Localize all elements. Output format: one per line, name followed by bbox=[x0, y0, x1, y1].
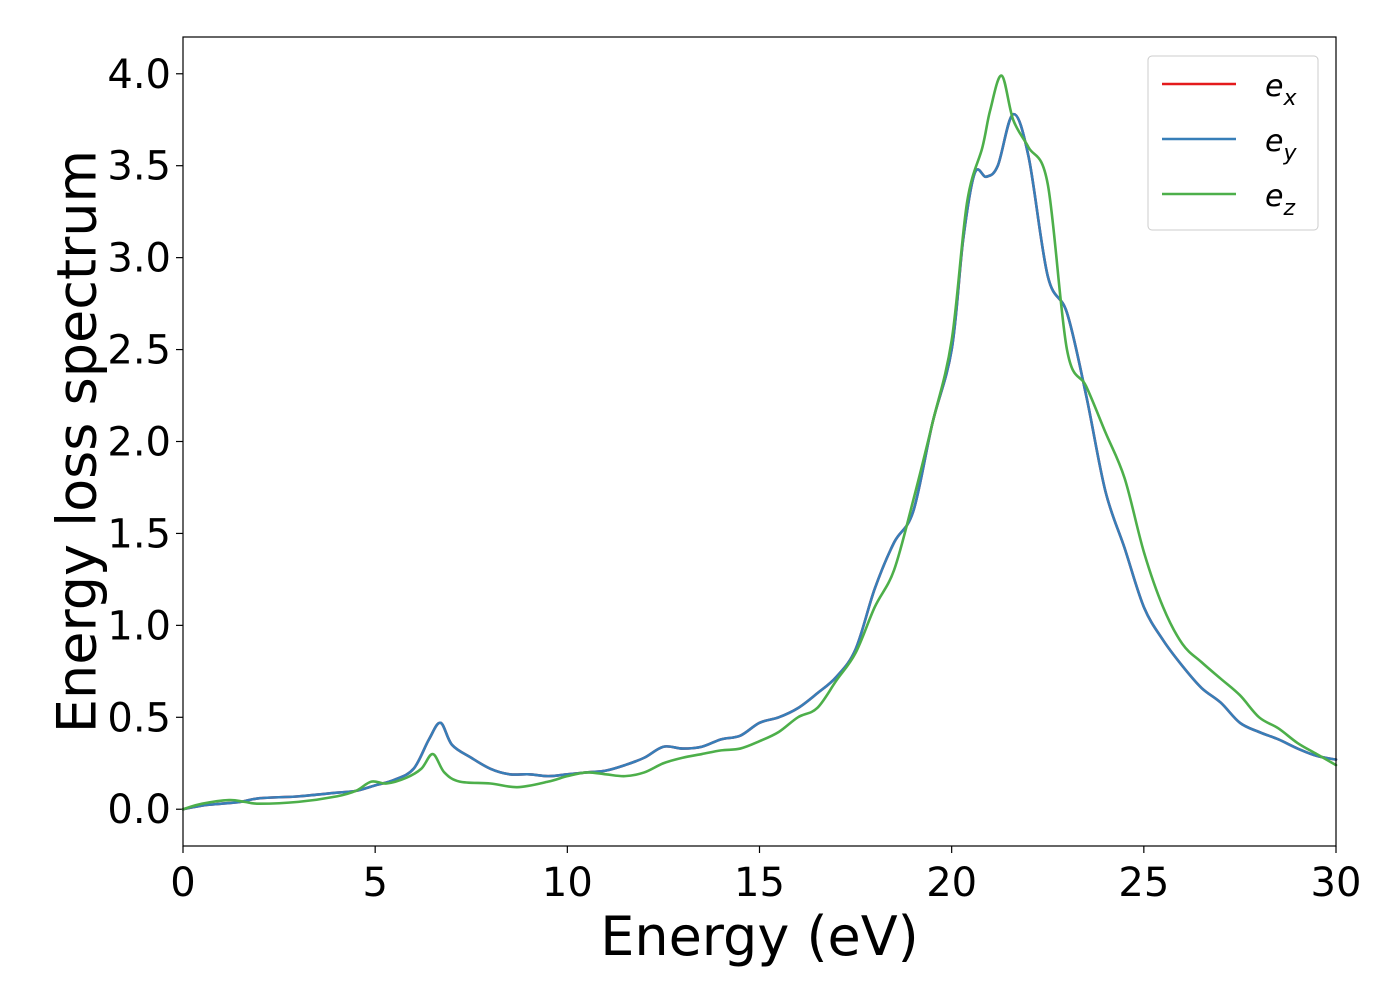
y-tick-label: 1.5 bbox=[107, 511, 171, 557]
y-tick-label: 3.0 bbox=[107, 236, 171, 282]
y-tick-label: 1.0 bbox=[107, 603, 171, 649]
y-axis-title: Energy loss spectrum bbox=[46, 150, 109, 733]
series-line-z bbox=[181, 74, 1338, 811]
y-tick-label: 0.0 bbox=[107, 787, 171, 833]
y-axis-ticks: 0.0 0.5 1.0 1.5 2.0 2.5 3.0 3.5 4.0 bbox=[107, 52, 183, 833]
legend-label-y: ey bbox=[1265, 124, 1297, 166]
y-tick-label: 2.5 bbox=[107, 328, 171, 374]
y-tick-label: 2.0 bbox=[107, 420, 171, 466]
plot-frame bbox=[182, 36, 1337, 847]
y-tick-label: 4.0 bbox=[107, 52, 171, 98]
x-axis-ticks: 0 5 10 15 20 25 30 bbox=[170, 846, 1361, 906]
y-tick-label: 3.5 bbox=[107, 144, 171, 190]
legend-box bbox=[1147, 55, 1319, 231]
x-axis-title: Energy (eV) bbox=[600, 905, 919, 968]
x-tick-label: 20 bbox=[926, 860, 977, 906]
series-layer bbox=[181, 74, 1338, 811]
x-tick-label: 30 bbox=[1311, 860, 1362, 906]
x-tick-label: 15 bbox=[734, 860, 785, 906]
x-tick-label: 0 bbox=[170, 860, 195, 906]
x-tick-label: 25 bbox=[1118, 860, 1169, 906]
y-tick-label: 0.5 bbox=[107, 695, 171, 741]
x-tick-label: 5 bbox=[362, 860, 387, 906]
legend-label-z: ez bbox=[1265, 179, 1295, 221]
legend: ex ey ez bbox=[1147, 55, 1319, 231]
series-line-y bbox=[181, 112, 1338, 811]
legend-label-x: ex bbox=[1265, 69, 1297, 111]
x-tick-label: 10 bbox=[542, 860, 593, 906]
